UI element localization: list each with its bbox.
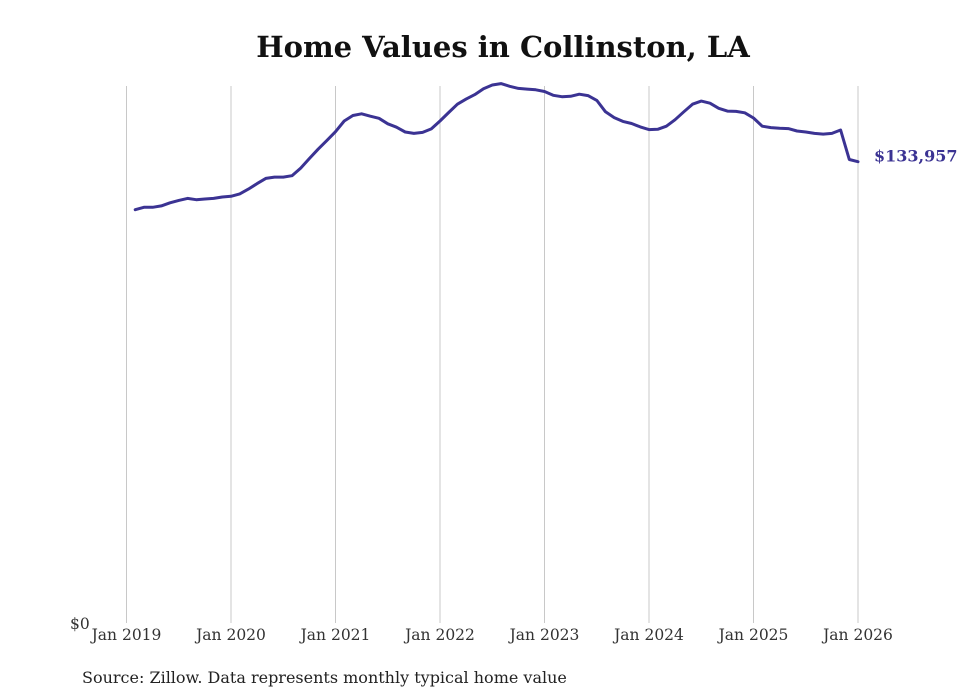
x-tick-label-0: Jan 2019 [90,626,162,644]
vertical-gridlines [126,86,859,623]
x-axis-tick-labels: Jan 2019 Jan 2020 Jan 2021 Jan 2022 Jan 2023… [90,626,893,644]
y-tick-label-0: $0 [70,615,90,633]
x-tick-label-3: Jan 2022 [403,626,475,644]
end-value-label: $133,957 [874,147,958,166]
x-tick-label-4: Jan 2023 [508,626,580,644]
x-tick-label-6: Jan 2025 [717,626,789,644]
x-tick-label-5: Jan 2024 [612,626,684,644]
home-value-series-line [133,82,860,212]
x-tick-label-2: Jan 2021 [299,626,371,644]
source-note: Source: Zillow. Data represents monthly … [82,668,567,687]
x-tick-label-1: Jan 2020 [194,626,266,644]
x-tick-label-7: Jan 2026 [821,626,893,644]
y-axis-tick-labels: $0 [70,615,90,633]
chart-title: Home Values in Collinston, LA [256,30,750,64]
